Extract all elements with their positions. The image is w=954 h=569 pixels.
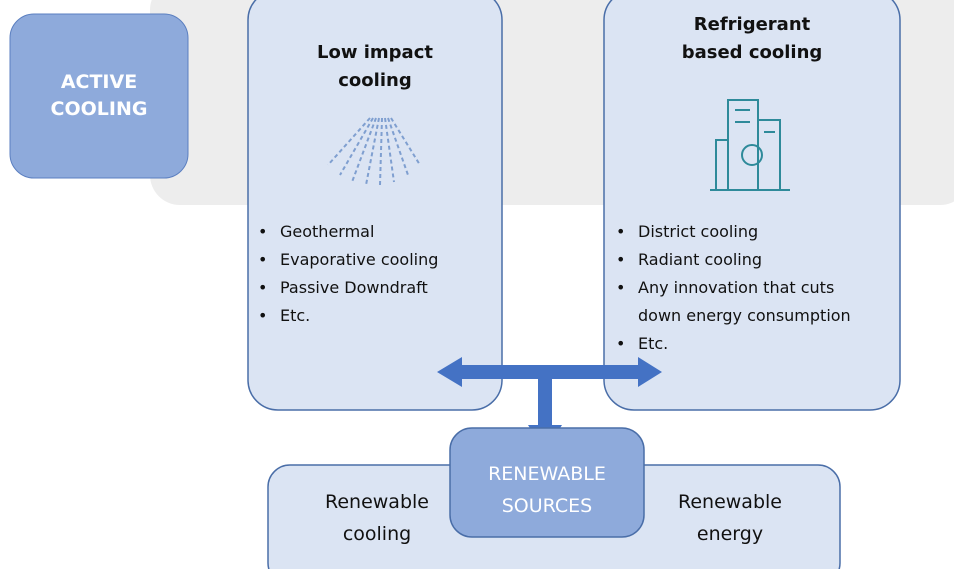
active-text: COOLING	[51, 98, 148, 120]
box-title: cooling	[338, 70, 411, 91]
list-item: down energy consumption	[638, 306, 851, 325]
sources-text: SOURCES	[502, 495, 593, 517]
list-item: Geothermal	[280, 222, 374, 241]
bullet: •	[258, 222, 267, 241]
bullet: •	[258, 250, 267, 269]
box-title: Refrigerant	[694, 14, 811, 35]
active-box	[9, 13, 189, 179]
list-item: Passive Downdraft	[280, 278, 428, 297]
spray-icon	[327, 117, 421, 186]
sources-text: RENEWABLE	[488, 463, 606, 485]
low-impact-box	[247, 0, 503, 411]
active-text: ACTIVE	[61, 71, 137, 93]
list-item: Evaporative cooling	[280, 250, 438, 269]
renewable-energy: energy	[697, 523, 763, 545]
list-item: District cooling	[638, 222, 758, 241]
renewable-sources-box	[449, 427, 645, 538]
list-item: Etc.	[280, 306, 310, 325]
bullet: •	[616, 222, 625, 241]
refrigerant-box	[603, 0, 901, 411]
box-title: Low impact	[317, 42, 433, 63]
renewable-energy: Renewable	[678, 491, 782, 513]
list-item: Any innovation that cuts	[638, 278, 834, 297]
list-item: Radiant cooling	[638, 250, 762, 269]
bullet: •	[616, 250, 625, 269]
renewable-cooling: cooling	[343, 523, 411, 545]
box-title: based cooling	[682, 42, 823, 63]
list-item: Etc.	[638, 334, 668, 353]
renewable-cooling: Renewable	[325, 491, 429, 513]
bullet: •	[258, 306, 267, 325]
building-icon	[710, 99, 790, 191]
bullet: •	[616, 334, 625, 353]
bullet: •	[258, 278, 267, 297]
bullet: •	[616, 278, 625, 297]
